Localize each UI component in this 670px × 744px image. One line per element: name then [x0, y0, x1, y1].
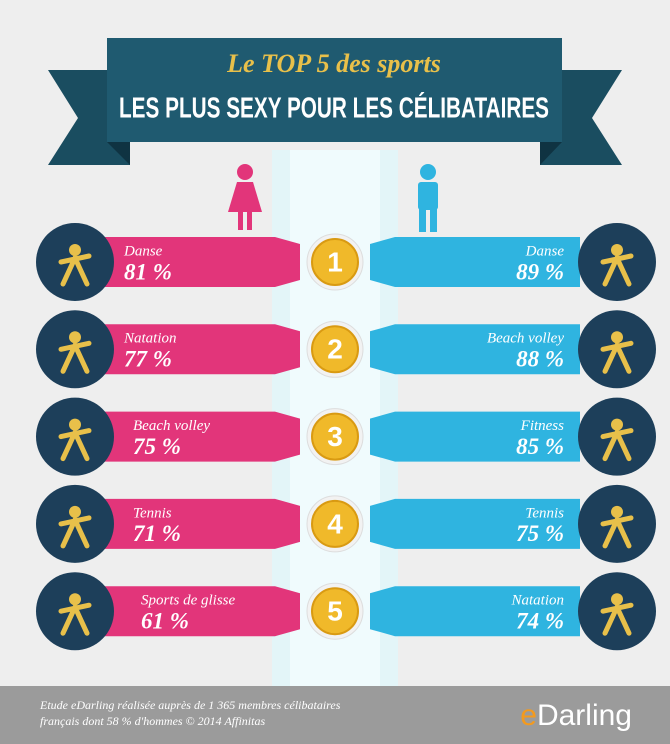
banner — [107, 38, 562, 142]
women-sport: Sports de glisse — [141, 593, 236, 609]
women-sport: Natation — [123, 331, 177, 347]
ribbon-fold — [540, 142, 562, 165]
men-band — [370, 237, 580, 287]
title: LES PLUS SEXY POUR LES CÉLIBATAIRES — [119, 91, 549, 125]
rank-medal — [311, 499, 359, 548]
women-band — [100, 498, 300, 549]
women-sport: Beach volley — [133, 418, 210, 434]
men-sport: Danse — [525, 243, 565, 259]
icon-figure — [611, 244, 623, 256]
rank: 1 — [327, 246, 343, 277]
icon-figure — [600, 426, 634, 462]
women-value: 75 % — [133, 434, 181, 459]
icon-figure — [69, 593, 81, 606]
rank: 5 — [327, 596, 343, 627]
icon-figure — [58, 426, 92, 462]
icon-figure — [611, 593, 623, 606]
women-band — [100, 237, 300, 287]
rank-medal — [311, 412, 359, 461]
rank-medal — [311, 325, 359, 374]
icon-figure — [611, 505, 623, 518]
ribbon-fold — [107, 142, 130, 165]
footer-note: Etude eDarling réalisée auprès de 1 365 … — [39, 698, 341, 712]
icon-figure — [58, 252, 92, 287]
men-sport: Natation — [510, 593, 564, 609]
icon-figure — [600, 252, 634, 287]
women-value: 77 % — [124, 347, 172, 372]
icon-figure — [600, 601, 634, 636]
men-value: 85 % — [516, 434, 564, 459]
icon-figure — [58, 513, 92, 549]
men-band — [370, 498, 580, 549]
icon-figure — [600, 513, 634, 549]
women-sport: Tennis — [133, 505, 172, 521]
footer-note: français dont 58 % d'hommes © 2014 Affin… — [40, 714, 265, 728]
men-band — [370, 586, 580, 637]
male-icon — [418, 164, 438, 232]
men-band — [370, 411, 580, 462]
rank-medal — [311, 238, 359, 286]
female-icon — [228, 164, 262, 230]
men-value: 74 % — [516, 608, 564, 633]
icon-figure — [600, 339, 634, 374]
footer — [0, 686, 670, 744]
rank: 3 — [327, 421, 343, 452]
men-band — [370, 324, 580, 375]
icon-figure — [69, 418, 81, 431]
women-sport: Danse — [123, 243, 163, 259]
icon-figure — [69, 331, 81, 344]
men-value: 75 % — [516, 521, 564, 546]
logo: eDarling — [520, 699, 632, 732]
women-value: 71 % — [133, 521, 181, 546]
icon-figure — [58, 601, 92, 636]
rank: 4 — [327, 508, 343, 539]
men-sport: Beach volley — [487, 331, 564, 347]
women-band — [100, 586, 300, 637]
icon-figure — [611, 418, 623, 431]
men-sport: Tennis — [525, 505, 564, 521]
women-value: 81 % — [124, 259, 172, 284]
subtitle: Le TOP 5 des sports — [226, 49, 441, 78]
logo-e: e — [520, 699, 537, 732]
women-band — [100, 411, 300, 462]
icon-figure — [69, 505, 81, 518]
rank: 2 — [327, 334, 343, 365]
icon-figure — [58, 339, 92, 374]
women-value: 61 % — [141, 608, 189, 633]
icon-figure — [69, 244, 81, 256]
logo-text: Darling — [537, 699, 632, 732]
icon-figure — [611, 331, 623, 344]
men-sport: Fitness — [520, 418, 564, 434]
men-value: 89 % — [516, 259, 564, 284]
women-band — [100, 324, 300, 375]
men-value: 88 % — [516, 347, 564, 372]
rank-medal — [311, 587, 359, 636]
